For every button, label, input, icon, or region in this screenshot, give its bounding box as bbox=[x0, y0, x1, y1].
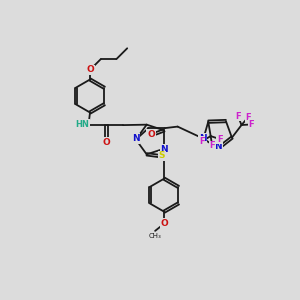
Text: O: O bbox=[103, 138, 110, 147]
Text: N: N bbox=[132, 134, 140, 143]
Text: CH₃: CH₃ bbox=[148, 233, 161, 239]
Text: F: F bbox=[199, 137, 205, 146]
Text: O: O bbox=[86, 65, 94, 74]
Text: F: F bbox=[245, 113, 251, 122]
Text: S: S bbox=[158, 151, 165, 160]
Text: F: F bbox=[248, 120, 254, 129]
Text: F: F bbox=[217, 135, 223, 144]
Text: N: N bbox=[214, 142, 222, 152]
Text: F: F bbox=[209, 141, 215, 150]
Text: N: N bbox=[199, 134, 207, 142]
Text: HN: HN bbox=[75, 120, 89, 129]
Text: F: F bbox=[235, 112, 241, 121]
Text: O: O bbox=[147, 130, 155, 139]
Text: N: N bbox=[160, 145, 168, 154]
Text: O: O bbox=[160, 219, 168, 228]
